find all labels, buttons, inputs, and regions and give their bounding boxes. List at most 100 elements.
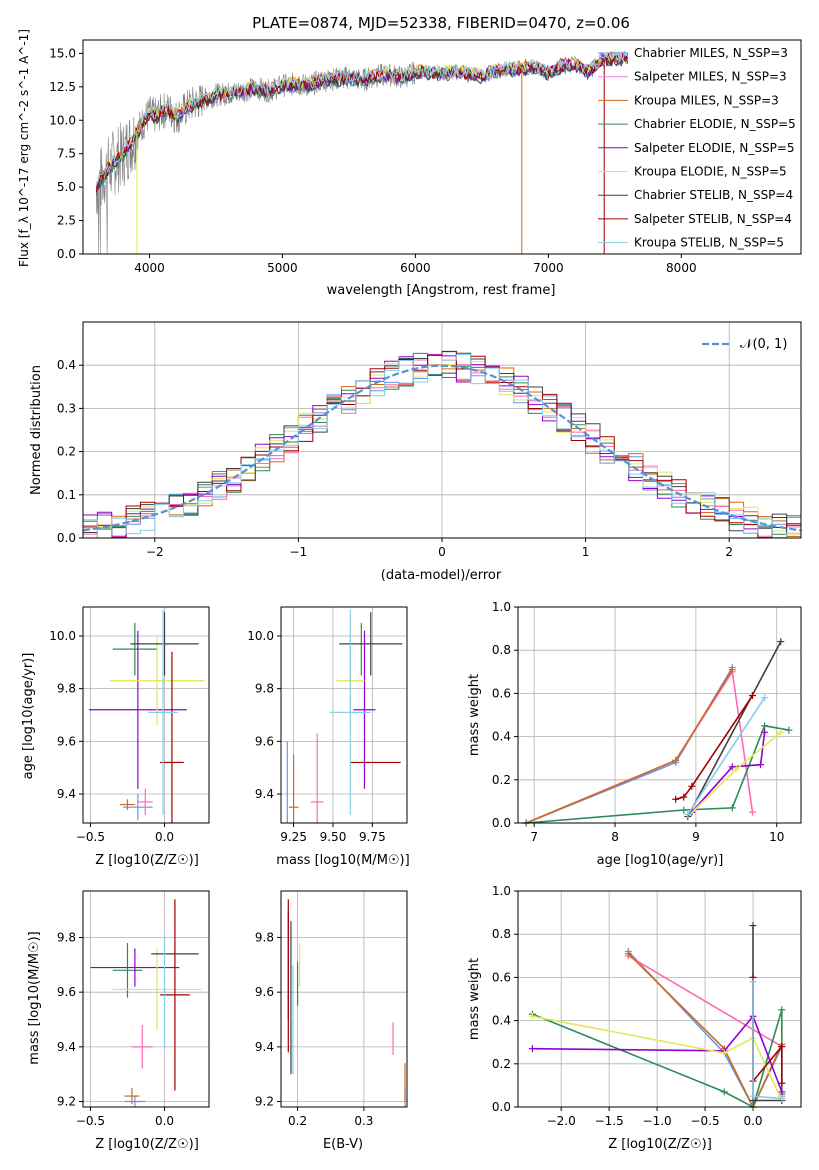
x-tick-label: 0.0 bbox=[155, 830, 174, 844]
y-tick-label: 2.5 bbox=[57, 214, 76, 228]
x-tick-label: −2.0 bbox=[547, 1114, 576, 1128]
mass-z-xlabel: Z [log10(Z/Z☉)] bbox=[95, 1137, 199, 1152]
mw-age-ylabel: mass weight bbox=[467, 674, 482, 756]
massweight-vs-age-panel: age [log10(age/yr)] mass weight 7 8 9 10 0.0… bbox=[467, 600, 802, 868]
y-tick-label: 9.6 bbox=[57, 985, 76, 999]
y-tick-label: 0.6 bbox=[492, 686, 511, 700]
weight-line-2 bbox=[627, 953, 783, 1109]
mass-vs-ebv-panel: E(B-V) 0.2 0.3 9.2 9.4 9.6 9.8 bbox=[255, 890, 408, 1152]
weight-line-4 bbox=[532, 1014, 783, 1093]
y-tick-label: 0.0 bbox=[492, 816, 511, 830]
y-tick-label: 0.8 bbox=[492, 927, 511, 941]
x-tick-label: −1 bbox=[290, 545, 308, 559]
x-tick-label: 9.50 bbox=[320, 830, 347, 844]
y-tick-label: 9.8 bbox=[255, 930, 274, 944]
y-tick-label: 7.5 bbox=[57, 147, 76, 161]
x-tick-label: 9.25 bbox=[280, 830, 307, 844]
model-spectrum-8 bbox=[95, 50, 628, 185]
residual-panel: (data-model)/error Normed distribution 𝒩… bbox=[29, 321, 802, 583]
hist-plot-area bbox=[83, 350, 801, 538]
age-mass-xlabel: mass [log10(M/M☉)] bbox=[276, 853, 409, 868]
spectrum-ylabel: Flux [f_λ 10^-17 erg cm^-2 s^-1 A^-1] bbox=[17, 29, 31, 267]
axes-frame bbox=[82, 321, 802, 539]
x-tick-label: 2 bbox=[725, 545, 733, 559]
errbar-plot-area bbox=[286, 609, 403, 823]
spectrum-panel: PLATE=0874, MJD=52338, FIBERID=0470, z=0… bbox=[17, 14, 802, 298]
x-tick-label: 8 bbox=[611, 830, 619, 844]
axes-frame bbox=[280, 606, 408, 824]
y-tick-label: 0.2 bbox=[57, 445, 76, 459]
residual-xlabel: (data-model)/error bbox=[381, 568, 502, 583]
chart-title: PLATE=0874, MJD=52338, FIBERID=0470, z=0… bbox=[252, 14, 630, 32]
y-tick-label: 0.0 bbox=[492, 1100, 511, 1114]
axes-frame bbox=[82, 39, 802, 255]
y-tick-label: 0.0 bbox=[57, 247, 76, 261]
legend-label-3: Chabrier ELODIE, N_SSP=5 bbox=[634, 117, 796, 131]
gaussian-curve bbox=[83, 364, 801, 532]
y-tick-label: 9.8 bbox=[57, 682, 76, 696]
legend-label-0: Chabrier MILES, N_SSP=3 bbox=[634, 46, 788, 60]
axes-frame bbox=[517, 606, 802, 824]
y-tick-label: 10.0 bbox=[247, 629, 274, 643]
y-tick-label: 9.2 bbox=[57, 1095, 76, 1109]
x-tick-label: 4000 bbox=[134, 261, 165, 275]
residual-ylabel: Normed distribution bbox=[29, 365, 44, 495]
mass-vs-z-panel: Z [log10(Z/Z☉)] mass [log10(M/M☉)] −0.5 0… bbox=[27, 890, 210, 1152]
x-tick-label: 8000 bbox=[666, 261, 697, 275]
legend-label-7: Salpeter STELIB, N_SSP=4 bbox=[634, 212, 792, 226]
y-tick-label: 9.8 bbox=[255, 682, 274, 696]
gaussian-legend-label: 𝒩(0, 1) bbox=[740, 337, 787, 352]
x-tick-label: 10 bbox=[769, 830, 784, 844]
mw-z-xlabel: Z [log10(Z/Z☉)] bbox=[608, 1137, 712, 1152]
mass-z-ylabel: mass [log10(M/M☉)] bbox=[27, 931, 42, 1064]
x-tick-label: 0.3 bbox=[354, 1114, 373, 1128]
model-spectrum-6 bbox=[95, 55, 629, 189]
x-tick-label: −1.0 bbox=[643, 1114, 672, 1128]
age-z-ylabel: age [log10(age/yr)] bbox=[21, 653, 36, 780]
weight-line-7 bbox=[675, 695, 754, 800]
x-tick-label: 5000 bbox=[267, 261, 298, 275]
x-tick-label: 7 bbox=[530, 830, 538, 844]
x-tick-label: −0.5 bbox=[76, 1114, 105, 1128]
y-tick-label: 0.0 bbox=[57, 531, 76, 545]
x-tick-label: 9 bbox=[692, 830, 700, 844]
axes-frame bbox=[82, 606, 210, 824]
weight-line-2 bbox=[525, 669, 733, 824]
ebv-xlabel: E(B-V) bbox=[323, 1137, 363, 1152]
y-tick-label: 9.6 bbox=[255, 985, 274, 999]
x-tick-label: 7000 bbox=[533, 261, 564, 275]
y-tick-label: 0.2 bbox=[492, 1057, 511, 1071]
weight-line-5 bbox=[532, 1015, 783, 1101]
y-tick-label: 10.0 bbox=[49, 113, 76, 127]
spectrum-legend: Chabrier MILES, N_SSP=3 Salpeter MILES, N… bbox=[598, 46, 796, 250]
y-tick-label: 1.0 bbox=[492, 884, 511, 898]
gridlines bbox=[281, 607, 407, 823]
spectrum-xlabel: wavelength [Angstrom, rest frame] bbox=[327, 283, 556, 298]
weight-line-6 bbox=[687, 641, 782, 817]
y-tick-label: 9.2 bbox=[255, 1095, 274, 1109]
legend-label-2: Kroupa MILES, N_SSP=3 bbox=[634, 93, 779, 107]
mw-z-ylabel: mass weight bbox=[467, 958, 482, 1040]
mw-age-xlabel: age [log10(age/yr)] bbox=[597, 853, 724, 868]
errbar-plot-area bbox=[90, 899, 202, 1107]
x-tick-label: 1 bbox=[582, 545, 590, 559]
y-tick-label: 9.4 bbox=[57, 1040, 76, 1054]
massweight-vs-z-panel: Z [log10(Z/Z☉)] mass weight −2.0 −1.5 −1.0… bbox=[467, 884, 802, 1152]
x-tick-label: 0.2 bbox=[288, 1114, 307, 1128]
x-tick-label: −2 bbox=[146, 545, 164, 559]
x-tick-label: 0.0 bbox=[155, 1114, 174, 1128]
legend-label-6: Chabrier STELIB, N_SSP=4 bbox=[634, 188, 793, 202]
y-tick-label: 15.0 bbox=[49, 46, 76, 60]
x-tick-label: −0.5 bbox=[690, 1114, 719, 1128]
legend-label-8: Kroupa STELIB, N_SSP=5 bbox=[634, 236, 784, 250]
weight-line-0 bbox=[525, 667, 733, 824]
y-tick-label: 0.2 bbox=[492, 773, 511, 787]
gridlines bbox=[83, 607, 209, 823]
y-tick-label: 0.4 bbox=[492, 1014, 511, 1028]
weight-line-4 bbox=[691, 732, 766, 813]
weight-line-3 bbox=[526, 724, 790, 824]
y-tick-label: 0.4 bbox=[57, 358, 76, 372]
histogram-7 bbox=[83, 350, 801, 538]
y-tick-label: 5.0 bbox=[57, 180, 76, 194]
x-tick-label: −1.5 bbox=[595, 1114, 624, 1128]
